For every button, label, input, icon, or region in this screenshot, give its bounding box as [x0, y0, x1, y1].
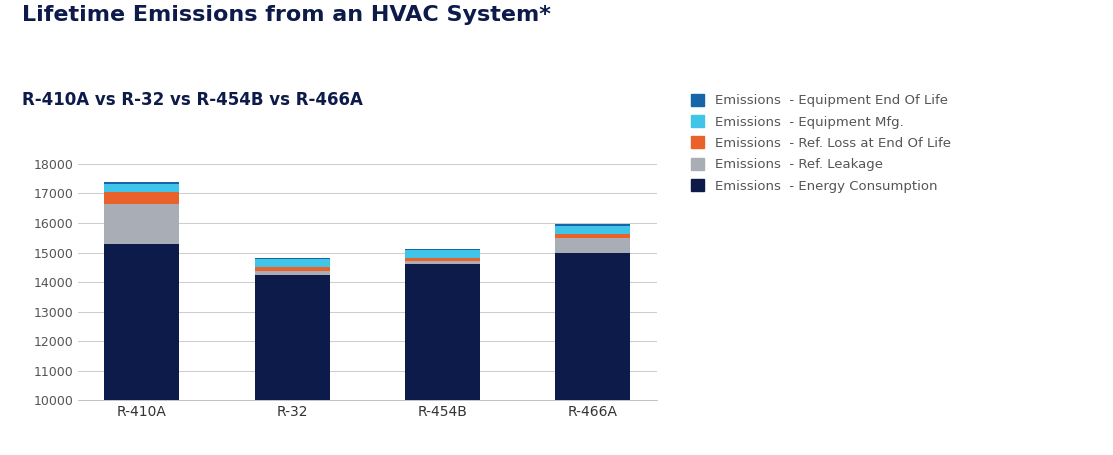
Bar — [555, 238, 630, 253]
Bar — [105, 244, 179, 455]
Bar — [105, 182, 179, 184]
Bar — [405, 258, 480, 261]
Legend: Emissions  - Equipment End Of Life, Emissions  - Equipment Mfg., Emissions  - Re: Emissions - Equipment End Of Life, Emiss… — [686, 88, 956, 198]
Bar — [105, 192, 179, 204]
Bar — [255, 258, 329, 259]
Bar — [255, 271, 329, 275]
Bar — [255, 259, 329, 267]
Bar — [105, 184, 179, 192]
Bar — [555, 234, 630, 238]
Bar — [555, 226, 630, 234]
Bar — [405, 249, 480, 250]
Bar — [255, 275, 329, 455]
Bar — [105, 204, 179, 244]
Bar — [405, 250, 480, 258]
Text: R-410A vs R-32 vs R-454B vs R-466A: R-410A vs R-32 vs R-454B vs R-466A — [22, 91, 363, 109]
Bar — [405, 261, 480, 264]
Bar — [555, 224, 630, 226]
Bar — [255, 267, 329, 271]
Bar — [555, 253, 630, 455]
Text: Lifetime Emissions from an HVAC System*: Lifetime Emissions from an HVAC System* — [22, 5, 551, 25]
Bar — [405, 264, 480, 455]
